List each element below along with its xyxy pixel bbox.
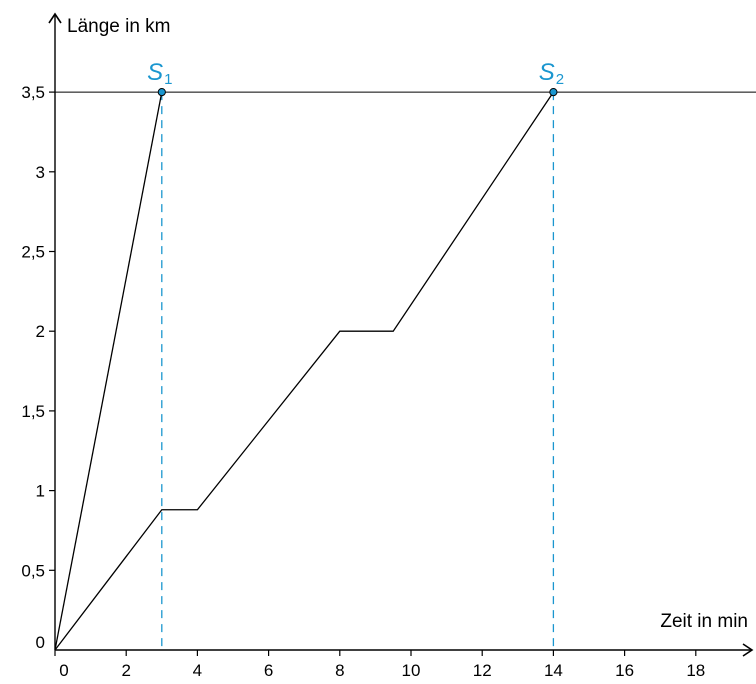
y-tick-label: 3 (36, 163, 45, 182)
y-tick-label: 2 (36, 322, 45, 341)
x-axis-arrow-icon (742, 643, 754, 657)
y-tick-label: 0 (36, 633, 45, 652)
x-tick-label: 16 (615, 661, 634, 680)
point-label-symbol: S (147, 59, 163, 86)
x-tick-label: 12 (473, 661, 492, 680)
x-tick-label: 8 (335, 661, 344, 680)
point-marker-s1 (157, 88, 166, 97)
x-tick-label: 2 (121, 661, 130, 680)
series-line-1 (54, 91, 163, 651)
y-tick-label: 1 (36, 482, 45, 501)
point-marker-s2 (549, 88, 558, 97)
y-tick-label: 3,5 (21, 83, 45, 102)
x-tick-label: 14 (544, 661, 563, 680)
y-tick-label: 0,5 (21, 561, 45, 580)
y-tick-label: 1,5 (21, 402, 45, 421)
y-axis-title: Länge in km (67, 16, 171, 37)
x-tick-label: 10 (402, 661, 421, 680)
x-axis-title: Zeit in min (660, 611, 748, 632)
y-tick-label: 2,5 (21, 243, 45, 262)
y-axis-arrow-icon (48, 12, 62, 24)
point-label-subscript: 1 (164, 71, 172, 88)
x-tick-label: 4 (193, 661, 202, 680)
series-line-2 (54, 91, 554, 651)
point-label-symbol: S (539, 59, 555, 86)
point-label-s2: S2 (539, 59, 564, 88)
x-tick-label: 6 (264, 661, 273, 680)
point-label-s1: S1 (147, 59, 172, 88)
x-tick-label: 18 (686, 661, 705, 680)
point-label-subscript: 2 (556, 71, 564, 88)
x-tick-label: 0 (59, 661, 68, 680)
